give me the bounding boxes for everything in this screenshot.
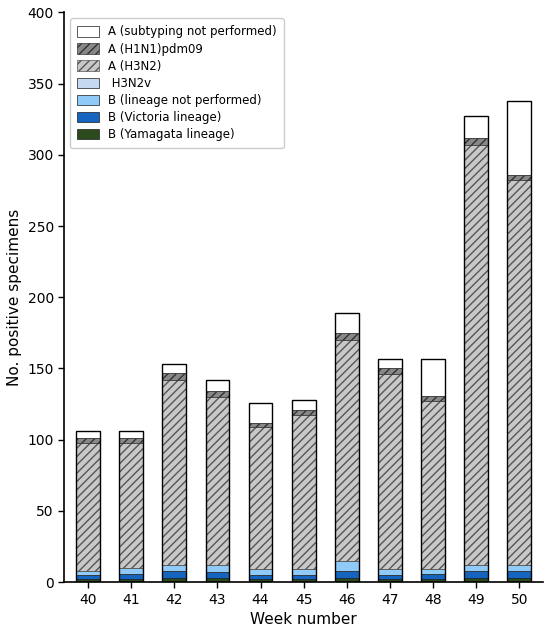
Bar [335,571,359,578]
Bar [249,579,272,582]
Bar [119,574,143,579]
Bar [119,431,143,438]
Bar [508,571,531,578]
Bar [421,574,445,579]
X-axis label: Week number: Week number [250,612,357,627]
Bar [421,358,445,582]
Bar [249,403,272,423]
Bar [464,145,488,565]
Bar [508,101,531,175]
Bar [292,415,316,569]
Bar [292,410,316,415]
Bar [378,569,402,575]
Bar [508,101,531,582]
Bar [76,571,100,575]
Bar [464,578,488,582]
Bar [292,575,316,579]
Bar [421,358,445,396]
Bar [421,396,445,401]
Bar [76,443,100,571]
Bar [119,579,143,582]
Bar [335,560,359,571]
Bar [335,313,359,582]
Bar [378,374,402,569]
Y-axis label: No. positive specimens: No. positive specimens [7,209,22,386]
Bar [76,575,100,579]
Bar [76,438,100,443]
Bar [162,571,186,578]
Bar [206,380,229,391]
Bar [249,575,272,579]
Bar [421,579,445,582]
Bar [76,431,100,438]
Bar [162,380,186,565]
Bar [464,565,488,571]
Bar [335,333,359,340]
Bar [206,565,229,572]
Bar [162,578,186,582]
Bar [292,400,316,410]
Bar [249,427,272,569]
Bar [292,569,316,575]
Bar [464,117,488,582]
Bar [119,443,143,568]
Bar [119,431,143,582]
Legend: A (subtyping not performed), A (H1N1)pdm09, A (H3N2),  H3N2v, B (lineage not per: A (subtyping not performed), A (H1N1)pdm… [70,18,284,148]
Bar [119,438,143,443]
Bar [421,401,445,569]
Bar [249,569,272,575]
Bar [206,397,229,565]
Bar [249,423,272,427]
Bar [464,117,488,138]
Bar [162,364,186,373]
Bar [421,569,445,574]
Bar [249,403,272,582]
Bar [206,572,229,578]
Bar [119,568,143,574]
Bar [464,571,488,578]
Bar [76,431,100,582]
Bar [508,578,531,582]
Bar [162,364,186,582]
Bar [162,565,186,571]
Bar [508,175,531,181]
Bar [76,579,100,582]
Bar [335,578,359,582]
Bar [206,578,229,582]
Bar [292,579,316,582]
Bar [378,368,402,374]
Bar [206,391,229,397]
Bar [335,340,359,560]
Bar [378,575,402,579]
Bar [508,565,531,571]
Bar [508,181,531,565]
Bar [378,358,402,582]
Bar [378,358,402,368]
Bar [378,579,402,582]
Bar [292,400,316,582]
Bar [162,373,186,380]
Bar [206,380,229,582]
Bar [335,313,359,333]
Bar [464,138,488,145]
